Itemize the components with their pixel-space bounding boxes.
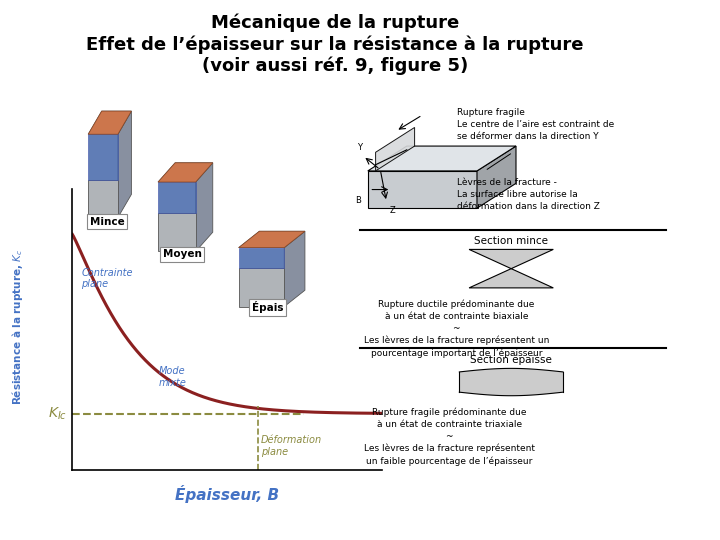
Text: Mécanique de la rupture: Mécanique de la rupture — [211, 14, 459, 32]
Text: Déformation
plane: Déformation plane — [261, 435, 322, 457]
Polygon shape — [239, 248, 284, 268]
Text: Rupture fragile prédominante due
à un état de contrainte triaxiale
~
Les lèvres : Rupture fragile prédominante due à un ét… — [364, 408, 534, 466]
Text: B: B — [356, 195, 361, 205]
Polygon shape — [368, 146, 516, 171]
Polygon shape — [239, 231, 305, 248]
Polygon shape — [118, 111, 132, 218]
Polygon shape — [89, 111, 132, 134]
Polygon shape — [158, 182, 196, 213]
Text: Y: Y — [358, 143, 362, 152]
Polygon shape — [158, 163, 213, 182]
Text: Section épaisse: Section épaisse — [470, 354, 552, 364]
Text: Lèvres de la fracture -
La surface libre autorise la
déformation dans la directi: Lèvres de la fracture - La surface libre… — [457, 178, 600, 211]
Text: Propriétés mécaniques des aciers inoxydables: Propriétés mécaniques des aciers inoxyda… — [691, 131, 702, 387]
Text: Résistance à la rupture, $\it{K_c}$: Résistance à la rupture, $\it{K_c}$ — [11, 248, 25, 405]
Polygon shape — [368, 171, 477, 208]
Text: Contrainte
plane: Contrainte plane — [81, 268, 132, 289]
Text: Rupture ductile prédominante due
à un état de contrainte biaxiale
~
Les lèvres d: Rupture ductile prédominante due à un ét… — [364, 300, 549, 358]
Polygon shape — [284, 231, 305, 307]
Polygon shape — [239, 231, 305, 248]
Polygon shape — [239, 268, 284, 307]
Text: Effet de l’épaisseur sur la résistance à la rupture: Effet de l’épaisseur sur la résistance à… — [86, 35, 583, 53]
Polygon shape — [89, 111, 132, 134]
Text: $\it{K}_{Ic}$: $\it{K}_{Ic}$ — [48, 406, 68, 422]
Polygon shape — [477, 146, 516, 208]
Text: Mode
mixte: Mode mixte — [158, 366, 186, 388]
Text: Moyen: Moyen — [163, 249, 202, 259]
Text: Épais: Épais — [252, 301, 284, 313]
Polygon shape — [376, 127, 415, 171]
Text: Z: Z — [390, 206, 395, 215]
Text: Rupture fragile
Le centre de l’aire est contraint de
se déformer dans la directi: Rupture fragile Le centre de l’aire est … — [457, 108, 614, 140]
Text: Mince: Mince — [90, 217, 125, 227]
Polygon shape — [89, 180, 118, 218]
Polygon shape — [89, 134, 118, 180]
Polygon shape — [158, 163, 213, 182]
Polygon shape — [469, 249, 554, 288]
Text: (voir aussi réf. 9, figure 5): (voir aussi réf. 9, figure 5) — [202, 57, 468, 75]
Polygon shape — [196, 163, 213, 252]
Text: 12: 12 — [688, 511, 706, 524]
Text: Section mince: Section mince — [474, 236, 548, 246]
Polygon shape — [158, 213, 196, 252]
Text: Épaisseur, B: Épaisseur, B — [175, 485, 279, 503]
